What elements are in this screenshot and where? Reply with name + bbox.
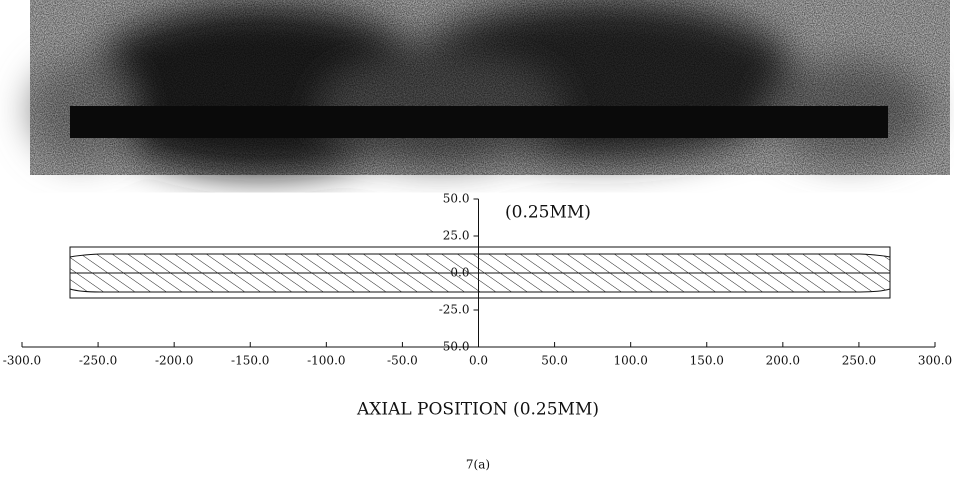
x-tick-label: -100.0 <box>307 354 345 368</box>
y-tick-label: 25.0 <box>443 229 470 243</box>
y-tick-label: 0.0 <box>450 266 469 280</box>
x-tick-label: 250.0 <box>842 354 876 368</box>
x-axis-label: AXIAL POSITION (0.25MM) <box>356 400 599 420</box>
y-tick-label: -50.0 <box>439 340 470 354</box>
x-tick-label: -300.0 <box>3 354 41 368</box>
x-tick-label: -150.0 <box>231 354 269 368</box>
x-tick-label: 50.0 <box>541 354 568 368</box>
x-tick-label: -200.0 <box>155 354 193 368</box>
y-tick-label: -25.0 <box>439 303 470 317</box>
x-tick-label: -250.0 <box>79 354 117 368</box>
x-tick-label: 300.0 <box>918 354 952 368</box>
specimen-outline <box>69 246 891 299</box>
x-tick-label: 0.0 <box>469 354 488 368</box>
caption: 7(a) <box>466 458 490 472</box>
x-tick-label: 150.0 <box>690 354 724 368</box>
annotation: (0.25MM) <box>505 203 591 223</box>
x-tick-label: 200.0 <box>766 354 800 368</box>
x-tick-label: -50.0 <box>387 354 418 368</box>
x-tick-label: 100.0 <box>613 354 647 368</box>
photo <box>30 0 950 175</box>
y-tick-label: 50.0 <box>443 192 470 206</box>
